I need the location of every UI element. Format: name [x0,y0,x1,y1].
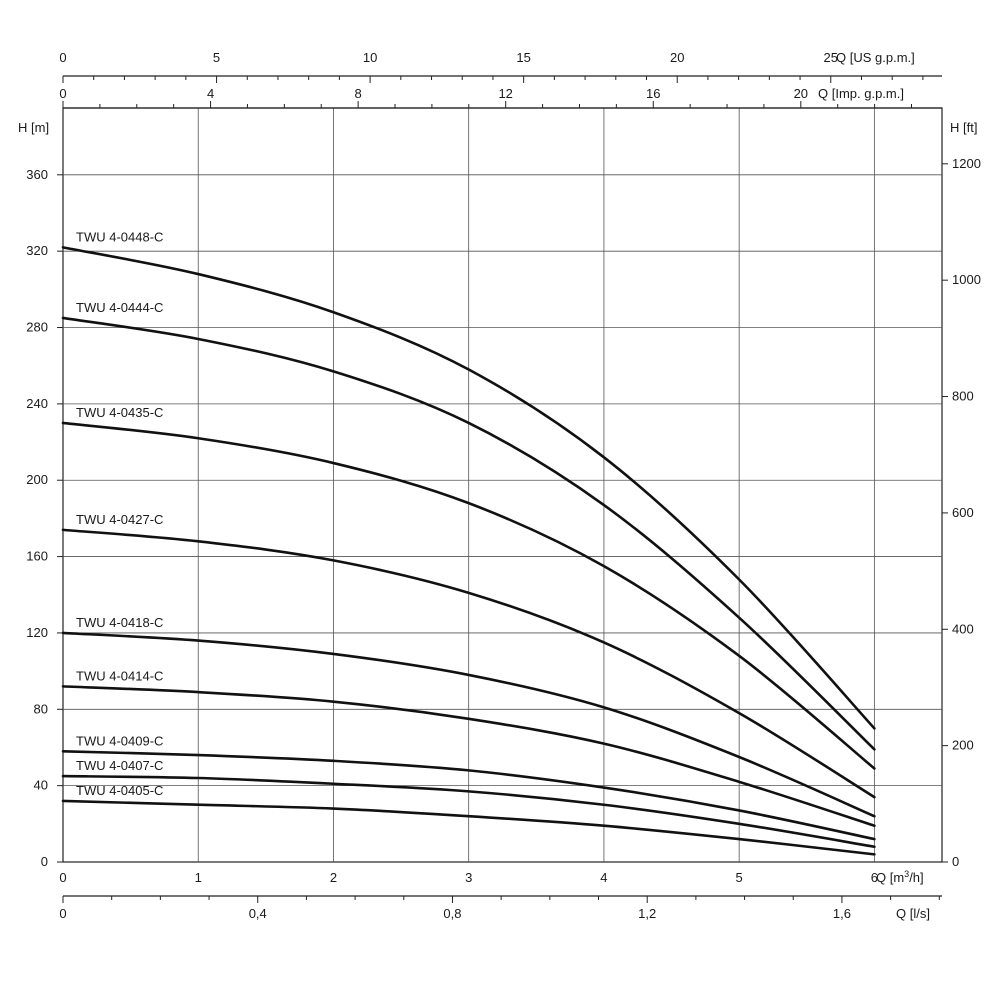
x-axis-us-gpm-tick-label: 10 [363,50,377,65]
x-axis-us-gpm-tick-label: 25 [824,50,838,65]
y-axis-label-ft: H [ft] [950,120,977,135]
curve-label: TWU 4-0414-C [76,668,163,683]
curve-label: TWU 4-0407-C [76,758,163,773]
y-tick-label-m: 240 [26,396,48,411]
x-axis-ls-tick-label: 0,4 [249,906,267,921]
curve-twu-4-0409-c [61,749,876,841]
y-tick-label-ft: 1000 [952,272,981,287]
y-tick-label-m: 160 [26,549,48,564]
x-axis-imp-gpm-tick-label: 8 [355,86,362,101]
curve-twu-4-0444-c [61,316,876,751]
x-tick-label-m3h: 5 [736,870,743,885]
curve-twu-4-0407-c [61,774,876,849]
axes: 0 1 2 3 4 5 6040801201602002402803203600200400… [26,50,981,921]
y-tick-label-m: 360 [26,167,48,182]
x-axis-ls-tick-label: 0,8 [443,906,461,921]
curve-label: TWU 4-0444-C [76,300,163,315]
x-axis-ls-tick-label: 0 [59,906,66,921]
y-tick-label-ft: 600 [952,505,974,520]
curve-twu-4-0418-c [61,631,876,818]
x-tick-label-m3h: 2 [330,870,337,885]
y-tick-label-ft: 1200 [952,156,981,171]
curve-label: TWU 4-0448-C [76,229,163,244]
x-axis-imp-gpm-tick-label: 12 [498,86,512,101]
x-axis-imp-gpm-tick-label: 16 [646,86,660,101]
x-axis-label-m3h: Q [m3/h] [876,869,924,885]
x-axis-ls-tick-label: 1,2 [638,906,656,921]
x-axis-us-gpm-tick-label: 0 [59,50,66,65]
x-axis-us-gpm-tick-label: 5 [213,50,220,65]
x-tick-label-m3h: 0 [59,870,66,885]
performance-curves [61,246,876,856]
y-tick-label-m: 120 [26,625,48,640]
y-tick-label-m: 0 [41,854,48,869]
curve-twu-4-0405-c [61,799,876,856]
plot-frame [62,107,943,863]
x-axis-us-gpm-tick-label: 20 [670,50,684,65]
x-tick-label-m3h: 1 [195,870,202,885]
y-tick-label-m: 280 [26,320,48,335]
x-axis-ls-tick-label: 1,6 [833,906,851,921]
curve-twu-4-0448-c [61,246,876,730]
y-tick-label-m: 40 [34,778,48,793]
curve-label: TWU 4-0405-C [76,783,163,798]
y-axis-label-m: H [m] [18,120,49,135]
y-tick-label-m: 200 [26,472,48,487]
grid-lines [62,107,943,863]
x-tick-label-m3h: 4 [600,870,607,885]
x-axis-imp-gpm-tick-label: 20 [794,86,808,101]
y-tick-label-ft: 200 [952,738,974,753]
curve-twu-4-0427-c [61,528,876,799]
y-tick-label-ft: 800 [952,389,974,404]
x-axis-label-ls: Q [l/s] [896,906,930,921]
x-axis-imp-gpm-tick-label: 4 [207,86,214,101]
curve-label: TWU 4-0409-C [76,733,163,748]
curve-labels: TWU 4-0448-C TWU 4-0444-C TWU 4-0435-C TWU … [76,229,163,798]
y-tick-label-ft: 400 [952,621,974,636]
curve-twu-4-0435-c [61,421,876,770]
curve-label: TWU 4-0418-C [76,615,163,630]
x-axis-label-imp-gpm: Q [Imp. g.p.m.] [818,86,904,101]
x-tick-label-m3h: 6 [871,870,878,885]
curve-label: TWU 4-0435-C [76,405,163,420]
x-axis-imp-gpm-tick-label: 0 [59,86,66,101]
y-tick-label-ft: 0 [952,854,959,869]
x-axis-us-gpm-tick-label: 15 [516,50,530,65]
x-axis-label-us-gpm: Q [US g.p.m.] [836,50,915,65]
curve-label: TWU 4-0427-C [76,512,163,527]
y-tick-label-m: 320 [26,243,48,258]
curve-twu-4-0414-c [61,685,876,828]
x-tick-label-m3h: 3 [465,870,472,885]
y-tick-label-m: 80 [34,701,48,716]
